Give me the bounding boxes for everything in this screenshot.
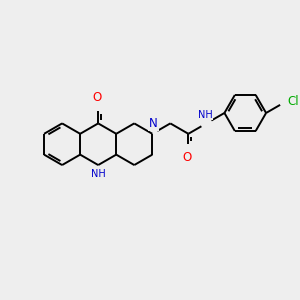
Text: NH: NH [91,169,106,179]
Text: Cl: Cl [287,94,298,108]
Text: O: O [182,151,191,164]
Text: NH: NH [198,110,212,120]
Text: N: N [149,117,158,130]
Text: O: O [92,91,101,104]
